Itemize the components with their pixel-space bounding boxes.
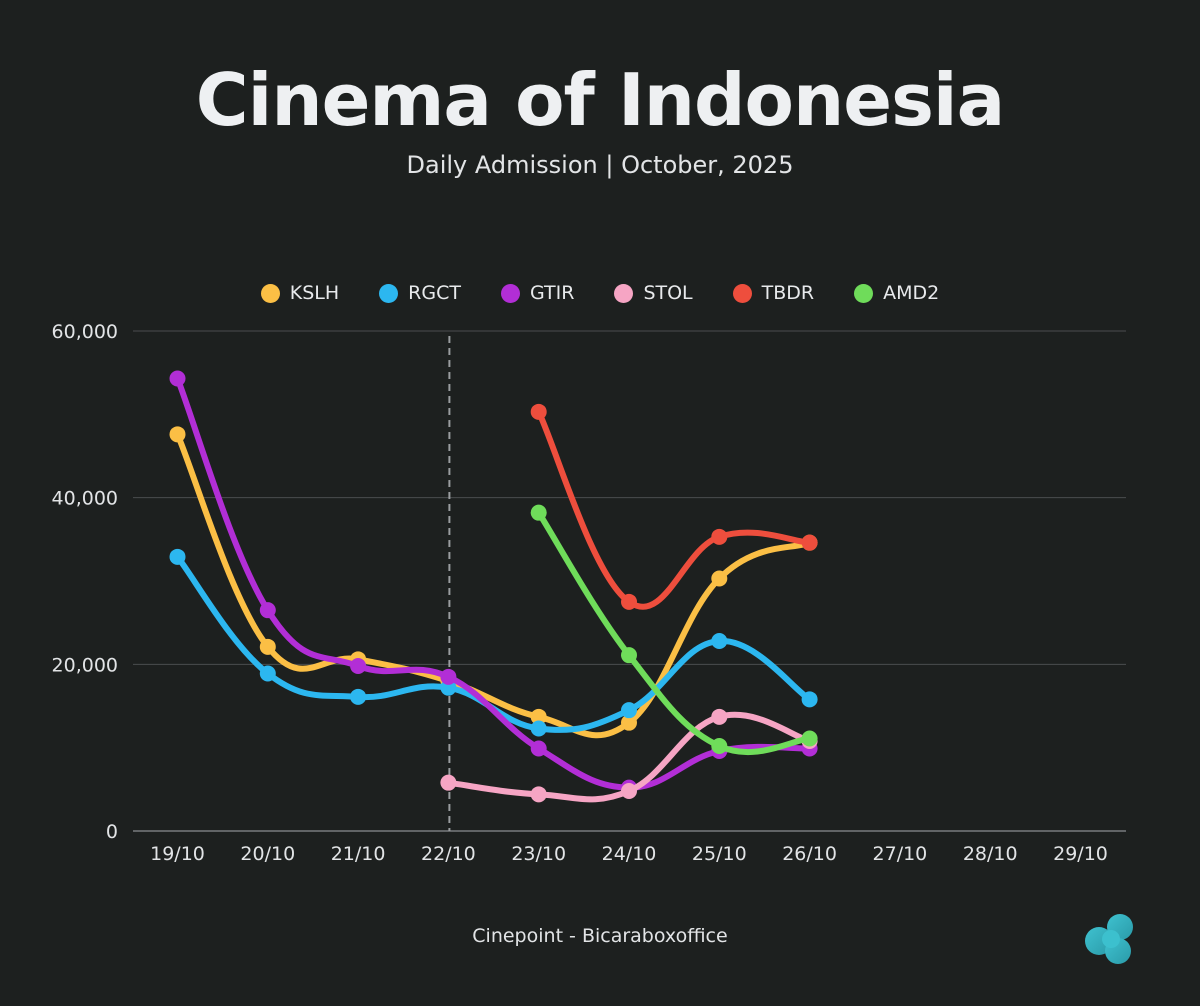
data-point bbox=[530, 708, 547, 725]
data-point bbox=[440, 668, 457, 685]
data-point bbox=[259, 665, 276, 682]
data-point bbox=[350, 658, 367, 674]
legend-label: STOL bbox=[643, 282, 693, 304]
data-point bbox=[621, 647, 637, 664]
legend-label: KSLH bbox=[289, 282, 340, 304]
data-point bbox=[530, 720, 547, 737]
data-point bbox=[711, 528, 728, 545]
y-tick-label: 20,000 bbox=[52, 654, 118, 676]
legend-swatch bbox=[614, 283, 634, 303]
cloud-logo-icon bbox=[1085, 914, 1133, 964]
y-tick-label: 60,000 bbox=[52, 321, 118, 343]
data-point bbox=[530, 740, 547, 757]
y-tick-label: 0 bbox=[106, 821, 118, 843]
x-tick-label: 19/10 bbox=[150, 843, 205, 865]
legend-item-amd2[interactable]: AMD2 bbox=[854, 282, 939, 304]
legend-item-rgct[interactable]: RGCT bbox=[379, 282, 461, 304]
legend-swatch bbox=[732, 283, 752, 303]
data-point bbox=[530, 504, 547, 521]
legend-item-gtir[interactable]: GTIR bbox=[500, 282, 575, 304]
data-point bbox=[711, 708, 728, 725]
legend-label: GTIR bbox=[529, 282, 575, 304]
data-point bbox=[440, 774, 457, 791]
x-tick-label: 24/10 bbox=[602, 843, 657, 865]
legend-swatch bbox=[854, 283, 874, 303]
data-point bbox=[169, 426, 186, 443]
series-line bbox=[174, 375, 813, 791]
data-point bbox=[801, 691, 818, 708]
x-tick-label: 20/10 bbox=[240, 843, 295, 865]
legend-label: RGCT bbox=[408, 282, 461, 304]
x-tick-label: 28/10 bbox=[963, 843, 1018, 865]
data-point bbox=[801, 730, 818, 747]
legend-swatch bbox=[500, 283, 520, 303]
page-title: Cinema of Indonesia bbox=[195, 58, 1005, 142]
data-point bbox=[259, 602, 276, 619]
x-tick-label: 26/10 bbox=[782, 843, 837, 865]
data-point bbox=[169, 370, 186, 387]
data-point bbox=[621, 593, 637, 610]
series-line bbox=[535, 408, 813, 610]
series-kslh bbox=[169, 426, 818, 739]
x-tick-label: 25/10 bbox=[692, 843, 747, 865]
data-point bbox=[711, 570, 728, 587]
data-point bbox=[621, 714, 637, 731]
y-tick-label: 40,000 bbox=[52, 488, 118, 510]
x-tick-label: 27/10 bbox=[873, 843, 928, 865]
x-tick-label: 21/10 bbox=[331, 843, 386, 865]
data-point bbox=[530, 786, 547, 803]
source-credit: Cinepoint - Bicaraboxoffice bbox=[472, 925, 728, 947]
data-point bbox=[621, 702, 637, 719]
chart-legend: KSLH RGCT GTIR STOL TBDR AMD2 bbox=[0, 282, 1200, 304]
x-tick-label: 22/10 bbox=[421, 843, 476, 865]
x-tick-label: 23/10 bbox=[511, 843, 566, 865]
series-line bbox=[535, 509, 813, 756]
data-point bbox=[621, 783, 637, 799]
data-point bbox=[530, 403, 547, 420]
legend-label: AMD2 bbox=[883, 282, 940, 304]
x-tick-label: 29/10 bbox=[1053, 843, 1108, 865]
legend-item-kslh[interactable]: KSLH bbox=[260, 282, 340, 304]
legend-swatch bbox=[260, 283, 280, 303]
data-point bbox=[711, 633, 728, 649]
page-subtitle: Daily Admission | October, 2025 bbox=[406, 151, 794, 179]
legend-swatch bbox=[379, 283, 399, 303]
data-point bbox=[801, 534, 818, 551]
data-point bbox=[259, 638, 276, 655]
legend-label: TBDR bbox=[761, 282, 815, 304]
series-tbdr bbox=[530, 403, 818, 610]
data-point bbox=[169, 548, 186, 565]
legend-item-tbdr[interactable]: TBDR bbox=[732, 282, 815, 304]
legend-item-stol[interactable]: STOL bbox=[614, 282, 693, 304]
data-point bbox=[350, 688, 367, 705]
series-amd2 bbox=[530, 504, 818, 756]
data-point bbox=[711, 738, 728, 754]
